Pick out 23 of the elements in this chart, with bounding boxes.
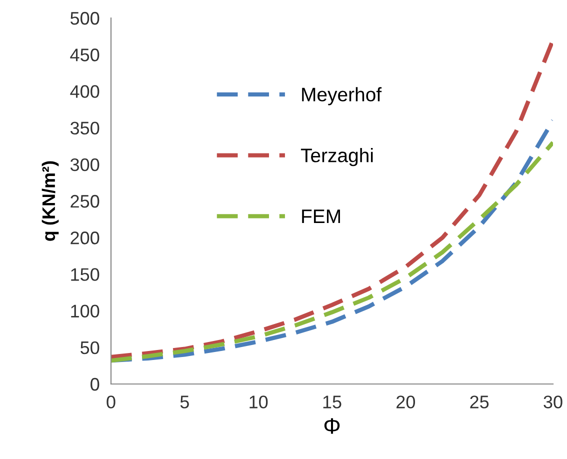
y-tick-label: 200	[70, 232, 100, 244]
legend-label: Terzaghi	[300, 148, 373, 166]
y-tick-label: 450	[70, 48, 100, 62]
y-tick-label: 150	[71, 268, 100, 281]
y-tick-label: 400	[70, 85, 100, 98]
x-tick-label: 20	[396, 396, 416, 408]
y-tick-label: 50	[80, 341, 100, 354]
x-tick-label: 5	[180, 396, 189, 408]
y-tick-label: 350	[70, 122, 100, 135]
legend-label: FEM	[302, 210, 340, 224]
y-tick-label: 250	[70, 194, 100, 208]
x-axis-title: Φ	[324, 418, 340, 434]
y-tick-label: 100	[71, 304, 100, 318]
x-tick-label: 30	[544, 396, 562, 408]
x-tick-label: 10	[250, 396, 268, 408]
y-tick-label: 0	[90, 378, 100, 391]
y-tick-label: 500	[70, 12, 100, 25]
y-tick-label: 300	[70, 158, 100, 172]
x-tick-label: 25	[470, 396, 489, 408]
y-axis-title: q (KN/m²)	[42, 161, 59, 241]
legend-label: Meyerhof	[302, 87, 382, 106]
x-tick-label: 0	[106, 396, 116, 408]
x-tick-label: 15	[323, 396, 342, 408]
